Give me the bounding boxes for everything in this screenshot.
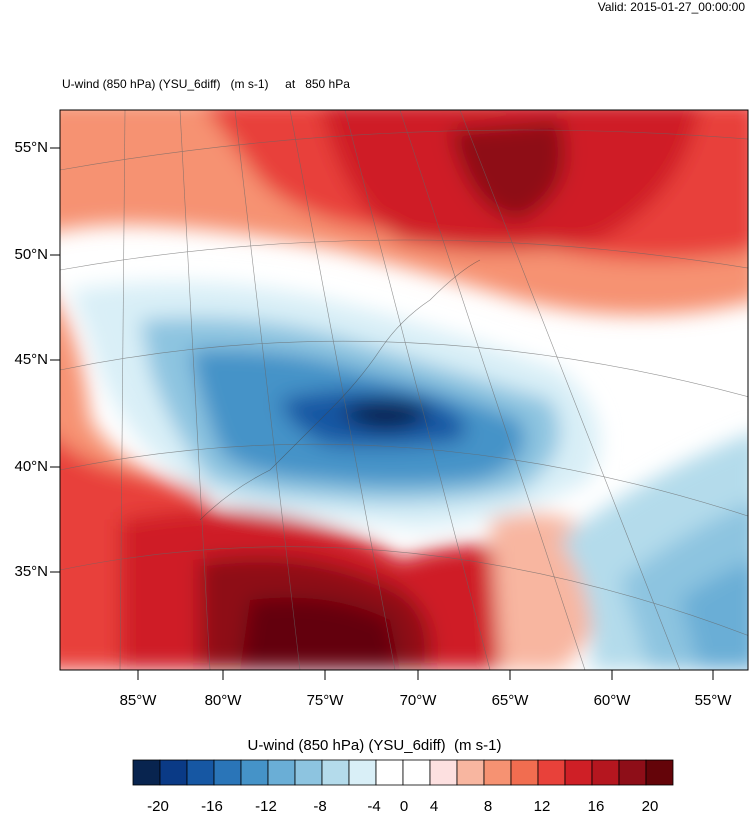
colorbar-swatch	[348, 759, 377, 786]
colorbar-label: -16	[201, 798, 223, 815]
lat-label-35: 35°N	[14, 563, 48, 580]
lon-label-65: 65°W	[491, 692, 529, 709]
colorbar-swatch	[402, 759, 431, 786]
colorbar-label: 12	[533, 798, 551, 815]
colorbar-label: -8	[313, 798, 327, 815]
lat-label-40: 40°N	[14, 458, 48, 475]
colorbar-swatch	[132, 759, 161, 786]
lon-label-60: 60°W	[593, 692, 631, 709]
lat-label-45: 45°N	[14, 351, 48, 368]
colorbar-label: -20	[147, 798, 169, 815]
lon-label-85: 85°W	[119, 692, 157, 709]
colorbar-swatch	[321, 759, 350, 786]
colorbar-swatch	[159, 759, 188, 786]
plot-title: U-wind (850 hPa) (YSU_6diff) (m s-1) at …	[62, 77, 350, 91]
colorbar-label: 20	[641, 798, 659, 815]
colorbar-label: 4	[429, 798, 439, 815]
lon-label-75: 75°W	[306, 692, 344, 709]
colorbar-swatch	[213, 759, 242, 786]
colorbar-swatch	[645, 759, 674, 786]
colorbar-swatch	[510, 759, 539, 786]
colorbar-swatch	[537, 759, 566, 786]
colorbar-label: -4	[367, 798, 381, 815]
colorbar-swatch	[564, 759, 593, 786]
colorbar-label: -12	[255, 798, 277, 815]
colorbar	[132, 759, 674, 786]
colorbar-swatch	[618, 759, 647, 786]
colorbar-swatch	[267, 759, 296, 786]
lat-label-55: 55°N	[14, 139, 48, 156]
colorbar-label: 16	[587, 798, 605, 815]
colorbar-label: 8	[483, 798, 493, 815]
colorbar-swatch	[294, 759, 323, 786]
colorbar-swatch	[456, 759, 485, 786]
lat-label-50: 50°N	[14, 246, 48, 263]
colorbar-swatch	[591, 759, 620, 786]
colorbar-swatch	[186, 759, 215, 786]
colorbar-swatch	[483, 759, 512, 786]
colorbar-swatch	[240, 759, 269, 786]
colorbar-swatch	[429, 759, 458, 786]
colorbar-label: 0	[399, 798, 409, 815]
lon-label-70: 70°W	[399, 692, 437, 709]
wind-field	[60, 110, 748, 670]
axis-ticks	[50, 147, 714, 680]
colorbar-title: U-wind (850 hPa) (YSU_6diff) (m s-1)	[247, 737, 502, 754]
colorbar-swatch	[375, 759, 404, 786]
valid-time-label: Valid: 2015-01-27_00:00:00	[597, 0, 745, 14]
lon-label-55: 55°W	[694, 692, 732, 709]
lon-label-80: 80°W	[204, 692, 242, 709]
